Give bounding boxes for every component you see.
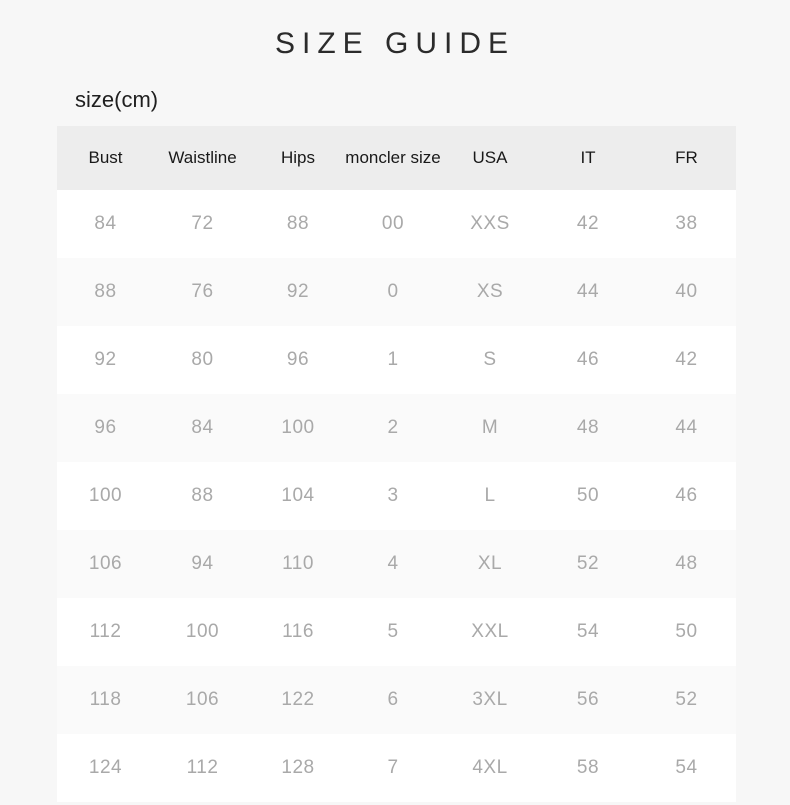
table-cell: 46 — [675, 485, 698, 506]
table-row: 88 76 92 0 XS 44 40 — [57, 258, 736, 326]
table-cell: 40 — [675, 281, 698, 302]
table-cell: 3XL — [472, 689, 508, 710]
table-cell: 104 — [281, 485, 315, 506]
table-cell: 110 — [282, 553, 314, 574]
table-cell: 46 — [576, 349, 600, 370]
table-cell: S — [483, 349, 497, 370]
table-cell: XXS — [470, 213, 510, 234]
table-cell: 112 — [89, 621, 122, 642]
table-cell: 44 — [675, 417, 698, 438]
table-row: 106 94 110 4 XL 52 48 — [57, 530, 736, 598]
table-cell: 58 — [576, 757, 600, 778]
table-cell: 00 — [381, 213, 405, 234]
table-column-header: Waistline — [168, 148, 237, 167]
table-cell: 6 — [387, 689, 399, 710]
table-cell: 38 — [675, 213, 698, 234]
table-row: 92 80 96 1 S 46 42 — [57, 326, 736, 394]
table-cell: XS — [476, 281, 504, 302]
table-cell: 88 — [191, 485, 214, 506]
table-cell: 80 — [191, 349, 214, 370]
table-cell: 56 — [576, 689, 600, 710]
table-header: Bust Waistline Hips moncler size USA IT FR — [57, 126, 736, 190]
table-body: 84 72 88 00 XXS 42 38 88 76 92 0 XS 44 40 92 80 96 1 S 46 42… — [57, 190, 736, 802]
table-cell: 42 — [675, 349, 698, 370]
table-cell: L — [484, 485, 496, 506]
table-cell: 3 — [387, 485, 399, 506]
table-cell: 96 — [286, 349, 310, 370]
table-row: 118 106 122 6 3XL 56 52 — [57, 666, 736, 734]
table-cell: 4 — [387, 553, 399, 574]
table-row: 100 88 104 3 L 50 46 — [57, 462, 736, 530]
table-cell: 48 — [576, 417, 600, 438]
table-cell: 128 — [281, 757, 315, 778]
table-column-header: moncler size — [345, 148, 441, 167]
table-header-row: Bust Waistline Hips moncler size USA IT FR — [57, 126, 736, 190]
page-title: SIZE GUIDE — [274, 27, 516, 60]
table-column-header: Hips — [280, 148, 315, 167]
table-cell: 106 — [88, 553, 123, 574]
table-cell: 116 — [282, 621, 314, 642]
table-row: 96 84 100 2 M 48 44 — [57, 394, 736, 462]
table-cell: 44 — [576, 281, 600, 302]
table-column-header: FR — [675, 148, 698, 167]
table-cell: 118 — [89, 689, 122, 710]
table-row: 84 72 88 00 XXS 42 38 — [57, 190, 736, 258]
table-cell: 88 — [94, 281, 117, 302]
table-cell: 5 — [387, 621, 399, 642]
table-cell: 2 — [387, 417, 399, 438]
table-cell: 42 — [576, 213, 600, 234]
table-cell: 124 — [88, 757, 123, 778]
table-cell: XL — [477, 553, 503, 574]
table-cell: 96 — [94, 417, 117, 438]
table-cell: 0 — [387, 281, 399, 302]
table-cell: 84 — [191, 417, 214, 438]
table-row: 124 112 128 7 4XL 58 54 — [57, 734, 736, 802]
table-cell: 54 — [576, 621, 600, 642]
table-cell: 50 — [675, 621, 698, 642]
table-cell: 122 — [281, 689, 315, 710]
table-cell: 100 — [88, 485, 123, 506]
table-cell: 48 — [675, 553, 698, 574]
table-cell: 52 — [576, 553, 600, 574]
table-cell: XXL — [471, 621, 509, 642]
table-row: 112 100 116 5 XXL 54 50 — [57, 598, 736, 666]
table-cell: 106 — [185, 689, 220, 710]
table-cell: 76 — [191, 281, 214, 302]
table-column-header: USA — [472, 148, 508, 167]
table-cell: 7 — [387, 757, 399, 778]
table-cell: 88 — [286, 213, 310, 234]
table-cell: 54 — [675, 757, 698, 778]
table-cell: 52 — [675, 689, 698, 710]
table-cell: 92 — [286, 281, 310, 302]
table-cell: 1 — [387, 349, 399, 370]
table-cell: 84 — [94, 213, 117, 234]
table-cell: 112 — [186, 757, 219, 778]
size-table-container: Bust Waistline Hips moncler size USA IT FR 84 7… — [57, 126, 736, 802]
table-cell: 94 — [191, 553, 214, 574]
table-cell: 72 — [191, 213, 214, 234]
table-column-header: IT — [580, 148, 596, 167]
size-unit-caption: size(cm) — [75, 87, 159, 112]
table-column-header: Bust — [88, 148, 123, 167]
size-guide-table: Bust Waistline Hips moncler size USA IT FR 84 7… — [57, 126, 736, 802]
table-cell: M — [481, 417, 499, 438]
table-cell: 4XL — [472, 757, 508, 778]
table-cell: 100 — [185, 621, 220, 642]
table-cell: 50 — [576, 485, 600, 506]
table-cell: 100 — [281, 417, 315, 438]
table-cell: 92 — [94, 349, 117, 370]
